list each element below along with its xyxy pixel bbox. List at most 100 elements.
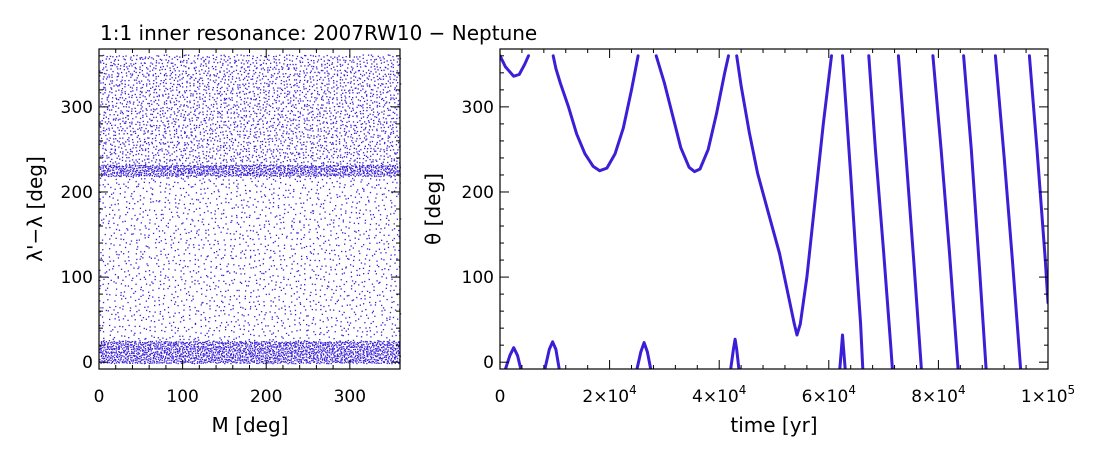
scatter-point bbox=[326, 342, 328, 344]
scatter-point bbox=[183, 309, 185, 311]
scatter-point bbox=[116, 356, 119, 359]
scatter-point bbox=[200, 346, 203, 348]
scatter-point bbox=[249, 238, 252, 240]
scatter-point bbox=[163, 361, 165, 364]
scatter-point bbox=[120, 238, 122, 240]
scatter-point bbox=[100, 275, 102, 277]
scatter-point bbox=[177, 327, 179, 329]
scatter-point bbox=[127, 256, 130, 258]
scatter-point bbox=[341, 314, 344, 316]
scatter-point bbox=[273, 346, 275, 348]
scatter-point bbox=[160, 271, 162, 273]
scatter-point bbox=[274, 252, 276, 254]
scatter-point bbox=[268, 342, 271, 344]
scatter-point bbox=[385, 287, 387, 289]
scatter-point bbox=[334, 359, 337, 361]
scatter-point bbox=[165, 356, 167, 358]
scatter-point bbox=[299, 176, 301, 178]
scatter-point bbox=[173, 359, 175, 362]
scatter-point bbox=[190, 223, 192, 225]
scatter-point bbox=[283, 361, 285, 363]
scatter-point bbox=[131, 172, 133, 174]
scatter-point bbox=[109, 318, 111, 321]
scatter-point bbox=[290, 352, 292, 354]
scatter-point bbox=[370, 170, 372, 172]
scatter-point bbox=[121, 351, 123, 353]
scatter-point bbox=[180, 165, 182, 167]
scatter-point bbox=[125, 340, 127, 342]
scatter-point bbox=[106, 345, 109, 347]
scatter-point bbox=[388, 219, 390, 221]
scatter-point bbox=[277, 166, 279, 168]
scatter-point bbox=[286, 169, 289, 171]
scatter-point bbox=[99, 300, 101, 302]
scatter-point bbox=[153, 171, 155, 173]
scatter-point bbox=[238, 170, 240, 172]
scatter-point bbox=[242, 352, 244, 354]
scatter-point bbox=[293, 218, 295, 220]
scatter-point bbox=[309, 259, 312, 261]
scatter-point bbox=[380, 334, 383, 336]
scatter-point bbox=[102, 351, 104, 353]
scatter-point bbox=[216, 266, 218, 268]
scatter-point bbox=[212, 168, 214, 171]
scatter-point bbox=[100, 342, 103, 344]
scatter-point bbox=[115, 305, 117, 308]
scatter-point bbox=[149, 167, 151, 170]
scatter-point bbox=[114, 359, 116, 361]
scatter-point bbox=[183, 253, 185, 255]
scatter-point bbox=[145, 342, 147, 344]
scatter-point bbox=[303, 224, 305, 226]
scatter-point bbox=[393, 354, 396, 356]
scatter-point bbox=[272, 206, 274, 208]
scatter-point bbox=[316, 346, 318, 348]
scatter-point bbox=[386, 343, 388, 346]
scatter-point bbox=[197, 355, 200, 357]
scatter-point bbox=[162, 315, 164, 317]
scatter-point bbox=[273, 360, 275, 362]
scatter-point bbox=[139, 167, 141, 169]
scatter-point bbox=[368, 170, 371, 172]
scatter-point bbox=[210, 212, 212, 214]
scatter-point bbox=[167, 199, 169, 201]
scatter-point bbox=[350, 271, 352, 273]
scatter-point bbox=[100, 347, 102, 349]
scatter-point bbox=[119, 307, 121, 309]
scatter-point bbox=[110, 357, 112, 359]
scatter-point bbox=[157, 345, 159, 347]
scatter-point bbox=[318, 198, 320, 201]
scatter-point bbox=[358, 230, 360, 232]
scatter-point bbox=[238, 295, 240, 297]
scatter-point bbox=[321, 358, 324, 360]
scatter-point bbox=[143, 170, 145, 172]
scatter-point bbox=[285, 173, 287, 175]
scatter-point bbox=[251, 168, 254, 170]
scatter-point bbox=[252, 355, 255, 358]
scatter-point bbox=[269, 343, 272, 345]
scatter-point bbox=[166, 173, 168, 175]
scatter-point bbox=[191, 170, 193, 172]
scatter-point bbox=[391, 354, 393, 356]
scatter-point bbox=[300, 265, 302, 267]
scatter-point bbox=[160, 213, 162, 216]
scatter-point bbox=[228, 356, 230, 358]
scatter-point bbox=[317, 358, 320, 360]
scatter-point bbox=[328, 286, 330, 288]
scatter-point bbox=[199, 341, 202, 344]
scatter-point bbox=[268, 345, 271, 348]
scatter-point bbox=[305, 218, 307, 220]
scatter-point bbox=[157, 168, 159, 170]
scatter-point bbox=[331, 317, 333, 319]
scatter-point bbox=[322, 349, 324, 351]
scatter-point bbox=[246, 353, 248, 355]
scatter-point bbox=[158, 241, 160, 244]
scatter-point bbox=[309, 341, 311, 344]
scatter-point bbox=[169, 342, 171, 345]
scatter-point bbox=[126, 211, 129, 214]
scatter-point bbox=[239, 350, 241, 352]
scatter-point bbox=[280, 174, 282, 176]
scatter-point bbox=[128, 351, 130, 353]
scatter-point bbox=[341, 204, 343, 206]
scatter-point bbox=[149, 222, 151, 224]
scatter-point bbox=[276, 175, 278, 177]
